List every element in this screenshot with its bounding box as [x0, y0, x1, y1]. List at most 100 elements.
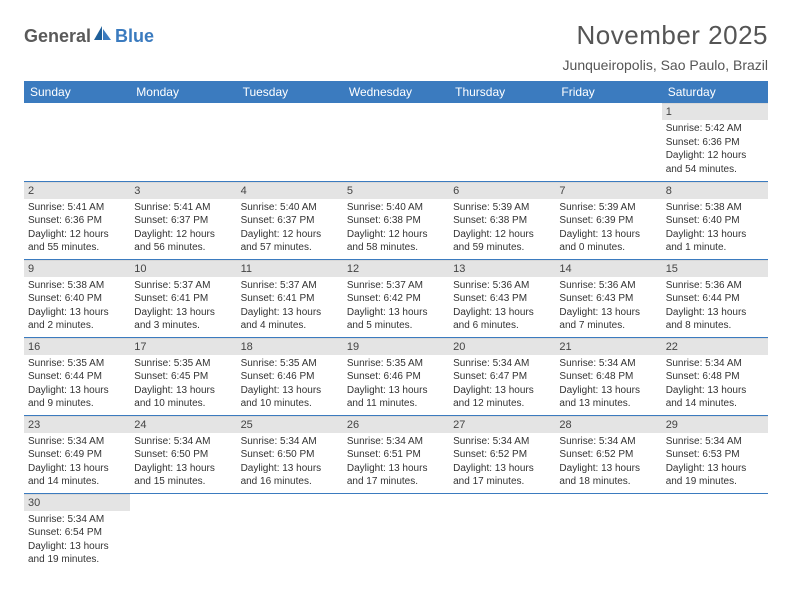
calendar-page: General Blue November 2025 Junqueiropoli…: [0, 0, 792, 581]
day-details: Sunrise: 5:35 AMSunset: 6:46 PMDaylight:…: [343, 355, 449, 414]
calendar-cell: 10Sunrise: 5:37 AMSunset: 6:41 PMDayligh…: [130, 259, 236, 337]
day-details: Sunrise: 5:35 AMSunset: 6:46 PMDaylight:…: [237, 355, 343, 414]
day-details: Sunrise: 5:35 AMSunset: 6:45 PMDaylight:…: [130, 355, 236, 414]
calendar-cell: 5Sunrise: 5:40 AMSunset: 6:38 PMDaylight…: [343, 181, 449, 259]
day-number: 21: [555, 338, 661, 355]
calendar-cell: 11Sunrise: 5:37 AMSunset: 6:41 PMDayligh…: [237, 259, 343, 337]
day-details: Sunrise: 5:38 AMSunset: 6:40 PMDaylight:…: [662, 199, 768, 258]
day-number: 9: [24, 260, 130, 277]
calendar-cell: 19Sunrise: 5:35 AMSunset: 6:46 PMDayligh…: [343, 337, 449, 415]
calendar-cell: 3Sunrise: 5:41 AMSunset: 6:37 PMDaylight…: [130, 181, 236, 259]
day-number: 10: [130, 260, 236, 277]
weekday-monday: Monday: [130, 81, 236, 103]
calendar-week-row: 2Sunrise: 5:41 AMSunset: 6:36 PMDaylight…: [24, 181, 768, 259]
calendar-cell: 17Sunrise: 5:35 AMSunset: 6:45 PMDayligh…: [130, 337, 236, 415]
calendar-table: Sunday Monday Tuesday Wednesday Thursday…: [24, 81, 768, 571]
day-number: 28: [555, 416, 661, 433]
calendar-cell: 6Sunrise: 5:39 AMSunset: 6:38 PMDaylight…: [449, 181, 555, 259]
day-number: 18: [237, 338, 343, 355]
weekday-friday: Friday: [555, 81, 661, 103]
weekday-saturday: Saturday: [662, 81, 768, 103]
weekday-tuesday: Tuesday: [237, 81, 343, 103]
day-number: 22: [662, 338, 768, 355]
day-number: 27: [449, 416, 555, 433]
calendar-week-row: 16Sunrise: 5:35 AMSunset: 6:44 PMDayligh…: [24, 337, 768, 415]
calendar-cell: 1Sunrise: 5:42 AMSunset: 6:36 PMDaylight…: [662, 103, 768, 181]
calendar-cell: 2Sunrise: 5:41 AMSunset: 6:36 PMDaylight…: [24, 181, 130, 259]
calendar-cell: [662, 493, 768, 571]
day-details: Sunrise: 5:34 AMSunset: 6:48 PMDaylight:…: [662, 355, 768, 414]
day-details: Sunrise: 5:41 AMSunset: 6:37 PMDaylight:…: [130, 199, 236, 258]
calendar-cell: [24, 103, 130, 181]
calendar-cell: [555, 103, 661, 181]
day-number: 14: [555, 260, 661, 277]
weekday-header-row: Sunday Monday Tuesday Wednesday Thursday…: [24, 81, 768, 103]
day-details: Sunrise: 5:34 AMSunset: 6:49 PMDaylight:…: [24, 433, 130, 492]
day-number: 24: [130, 416, 236, 433]
day-number: 25: [237, 416, 343, 433]
location-label: Junqueiropolis, Sao Paulo, Brazil: [563, 57, 768, 73]
day-number: 6: [449, 182, 555, 199]
calendar-cell: 16Sunrise: 5:35 AMSunset: 6:44 PMDayligh…: [24, 337, 130, 415]
calendar-cell: 7Sunrise: 5:39 AMSunset: 6:39 PMDaylight…: [555, 181, 661, 259]
day-details: Sunrise: 5:34 AMSunset: 6:48 PMDaylight:…: [555, 355, 661, 414]
calendar-cell: 4Sunrise: 5:40 AMSunset: 6:37 PMDaylight…: [237, 181, 343, 259]
calendar-cell: 13Sunrise: 5:36 AMSunset: 6:43 PMDayligh…: [449, 259, 555, 337]
day-details: Sunrise: 5:37 AMSunset: 6:41 PMDaylight:…: [130, 277, 236, 336]
month-title: November 2025: [563, 20, 768, 51]
calendar-cell: 20Sunrise: 5:34 AMSunset: 6:47 PMDayligh…: [449, 337, 555, 415]
day-details: Sunrise: 5:42 AMSunset: 6:36 PMDaylight:…: [662, 120, 768, 179]
day-number: 3: [130, 182, 236, 199]
day-details: Sunrise: 5:41 AMSunset: 6:36 PMDaylight:…: [24, 199, 130, 258]
calendar-week-row: 30Sunrise: 5:34 AMSunset: 6:54 PMDayligh…: [24, 493, 768, 571]
day-details: Sunrise: 5:34 AMSunset: 6:50 PMDaylight:…: [130, 433, 236, 492]
day-details: Sunrise: 5:36 AMSunset: 6:43 PMDaylight:…: [555, 277, 661, 336]
day-details: Sunrise: 5:34 AMSunset: 6:51 PMDaylight:…: [343, 433, 449, 492]
weekday-wednesday: Wednesday: [343, 81, 449, 103]
day-details: Sunrise: 5:36 AMSunset: 6:44 PMDaylight:…: [662, 277, 768, 336]
header: General Blue November 2025 Junqueiropoli…: [24, 20, 768, 73]
day-number: 4: [237, 182, 343, 199]
day-number: 15: [662, 260, 768, 277]
day-details: Sunrise: 5:39 AMSunset: 6:39 PMDaylight:…: [555, 199, 661, 258]
logo-sail-icon: [94, 26, 112, 47]
calendar-cell: 28Sunrise: 5:34 AMSunset: 6:52 PMDayligh…: [555, 415, 661, 493]
calendar-cell: 24Sunrise: 5:34 AMSunset: 6:50 PMDayligh…: [130, 415, 236, 493]
day-number: 7: [555, 182, 661, 199]
weekday-thursday: Thursday: [449, 81, 555, 103]
calendar-cell: 14Sunrise: 5:36 AMSunset: 6:43 PMDayligh…: [555, 259, 661, 337]
calendar-week-row: 1Sunrise: 5:42 AMSunset: 6:36 PMDaylight…: [24, 103, 768, 181]
day-number: 29: [662, 416, 768, 433]
calendar-cell: [237, 103, 343, 181]
calendar-cell: 26Sunrise: 5:34 AMSunset: 6:51 PMDayligh…: [343, 415, 449, 493]
logo-text-blue: Blue: [115, 26, 154, 47]
calendar-cell: 30Sunrise: 5:34 AMSunset: 6:54 PMDayligh…: [24, 493, 130, 571]
calendar-cell: [237, 493, 343, 571]
calendar-cell: 27Sunrise: 5:34 AMSunset: 6:52 PMDayligh…: [449, 415, 555, 493]
calendar-cell: 9Sunrise: 5:38 AMSunset: 6:40 PMDaylight…: [24, 259, 130, 337]
day-number: 12: [343, 260, 449, 277]
day-number: 20: [449, 338, 555, 355]
calendar-cell: [449, 103, 555, 181]
day-details: Sunrise: 5:40 AMSunset: 6:37 PMDaylight:…: [237, 199, 343, 258]
day-number: 23: [24, 416, 130, 433]
title-block: November 2025 Junqueiropolis, Sao Paulo,…: [563, 20, 768, 73]
day-details: Sunrise: 5:34 AMSunset: 6:47 PMDaylight:…: [449, 355, 555, 414]
day-details: Sunrise: 5:34 AMSunset: 6:54 PMDaylight:…: [24, 511, 130, 570]
day-number: 19: [343, 338, 449, 355]
day-number: 16: [24, 338, 130, 355]
calendar-cell: 23Sunrise: 5:34 AMSunset: 6:49 PMDayligh…: [24, 415, 130, 493]
day-details: Sunrise: 5:37 AMSunset: 6:42 PMDaylight:…: [343, 277, 449, 336]
calendar-cell: 21Sunrise: 5:34 AMSunset: 6:48 PMDayligh…: [555, 337, 661, 415]
day-number: 26: [343, 416, 449, 433]
day-number: 11: [237, 260, 343, 277]
day-number: 2: [24, 182, 130, 199]
calendar-cell: [343, 493, 449, 571]
calendar-cell: [130, 103, 236, 181]
day-details: Sunrise: 5:35 AMSunset: 6:44 PMDaylight:…: [24, 355, 130, 414]
calendar-week-row: 23Sunrise: 5:34 AMSunset: 6:49 PMDayligh…: [24, 415, 768, 493]
day-details: Sunrise: 5:38 AMSunset: 6:40 PMDaylight:…: [24, 277, 130, 336]
day-number: 5: [343, 182, 449, 199]
day-details: Sunrise: 5:34 AMSunset: 6:50 PMDaylight:…: [237, 433, 343, 492]
calendar-cell: 22Sunrise: 5:34 AMSunset: 6:48 PMDayligh…: [662, 337, 768, 415]
